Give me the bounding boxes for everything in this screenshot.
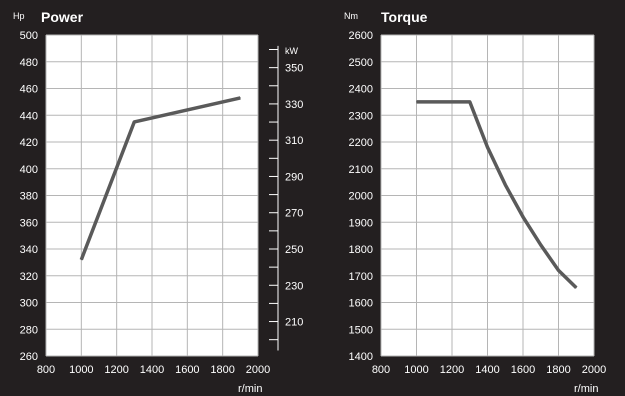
y-tick-label: 440 <box>20 110 38 122</box>
y-tick-label: 320 <box>20 271 38 283</box>
y-tick-label: 300 <box>20 298 38 310</box>
series-line <box>416 100 578 290</box>
data-point <box>487 146 488 148</box>
y-axis-unit: Hp <box>13 11 25 21</box>
x-tick-label: 1400 <box>140 364 164 376</box>
secondary-y-tick-label: 230 <box>285 280 303 292</box>
y-tick-label: 2600 <box>349 30 373 42</box>
data-point <box>558 269 559 271</box>
x-tick-label: 2000 <box>582 364 606 376</box>
x-tick-label: 1000 <box>404 364 428 376</box>
y-tick-label: 1400 <box>349 351 373 363</box>
y-tick-label: 1800 <box>349 244 373 256</box>
y-tick-label: 360 <box>20 217 38 229</box>
y-tick-label: 420 <box>20 137 38 149</box>
y-tick-label: 2300 <box>349 110 373 122</box>
power-chart: 260 280 300 320 340 360 380 400 420 440 460 480 500 8… <box>13 9 303 395</box>
secondary-y-tick-label: 270 <box>285 208 303 220</box>
y-tick-label: 2400 <box>349 84 373 96</box>
data-point <box>504 184 506 186</box>
y-tick-label: 1600 <box>349 298 373 310</box>
y-tick-label: 260 <box>20 351 38 363</box>
secondary-axis-unit: kW <box>285 46 299 56</box>
secondary-y-tick-label: 310 <box>285 135 303 147</box>
x-tick-label: 2000 <box>246 364 270 376</box>
data-point <box>416 101 417 103</box>
x-axis-label: r/min <box>574 383 598 395</box>
y-tick-label: 480 <box>20 57 38 69</box>
y-tick-label: 2000 <box>349 191 373 203</box>
data-point <box>575 287 577 289</box>
x-tick-label: 1600 <box>175 364 199 376</box>
y-tick-label: 380 <box>20 191 38 203</box>
y-tick-label: 340 <box>20 244 38 256</box>
chart-title: Power <box>41 9 84 25</box>
chart-title: Torque <box>381 9 428 25</box>
secondary-y-tick-label: 350 <box>285 63 303 75</box>
data-point <box>133 121 135 123</box>
x-axis-label: r/min <box>238 383 262 395</box>
x-tick-label: 1400 <box>475 364 499 376</box>
y-tick-label: 1500 <box>349 324 373 336</box>
data-point <box>469 101 471 103</box>
y-tick-label: 2200 <box>349 137 373 149</box>
data-point <box>80 259 82 261</box>
y-tick-label: 2500 <box>349 57 373 69</box>
y-axis-unit: Nm <box>344 11 358 21</box>
y-tick-label: 1900 <box>349 217 373 229</box>
secondary-y-tick-label: 290 <box>285 171 303 183</box>
x-tick-label: 1800 <box>546 364 570 376</box>
y-tick-label: 500 <box>20 30 38 42</box>
data-point <box>522 216 524 218</box>
y-tick-label: 280 <box>20 324 38 336</box>
y-tick-label: 400 <box>20 164 38 176</box>
secondary-y-tick-label: 210 <box>285 317 303 329</box>
data-point <box>540 244 542 246</box>
y-tick-label: 1700 <box>349 271 373 283</box>
x-tick-label: 1200 <box>440 364 464 376</box>
secondary-y-tick-label: 250 <box>285 244 303 256</box>
x-tick-label: 800 <box>372 364 390 376</box>
x-tick-label: 1800 <box>210 364 234 376</box>
torque-chart: 1400 1500 1600 1700 1800 1900 2000 2100 2200 2300… <box>344 9 606 395</box>
data-point <box>239 97 241 99</box>
x-tick-label: 800 <box>37 364 55 376</box>
x-tick-label: 1600 <box>511 364 535 376</box>
x-tick-label: 1200 <box>104 364 128 376</box>
y-tick-label: 2100 <box>349 164 373 176</box>
y-tick-label: 460 <box>20 84 38 96</box>
secondary-y-tick-label: 330 <box>285 99 303 111</box>
x-tick-label: 1000 <box>69 364 93 376</box>
